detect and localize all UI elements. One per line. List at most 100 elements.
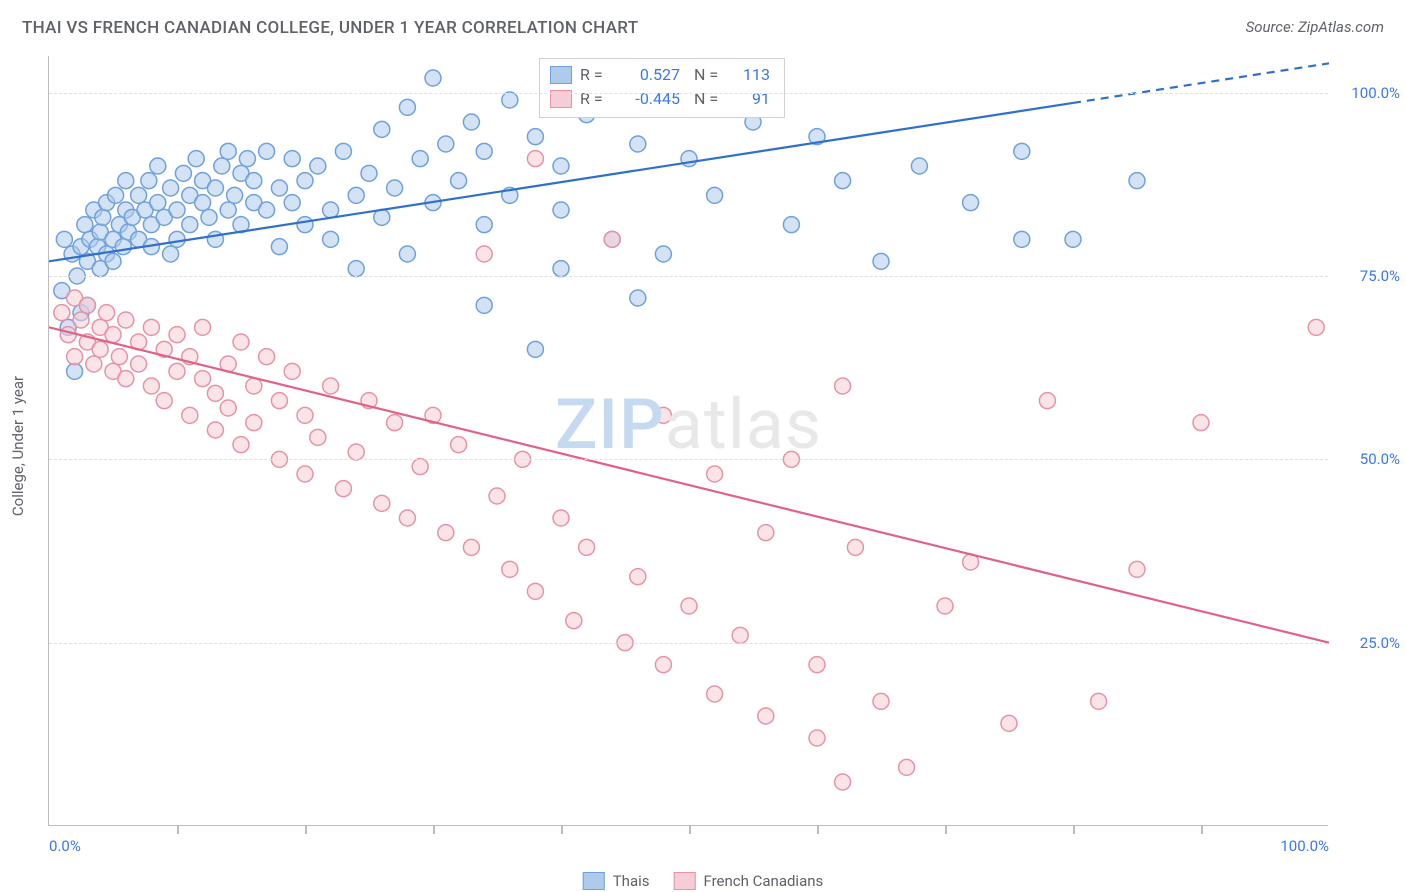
data-point [963, 195, 979, 211]
y-tick-label: 100.0% [1351, 84, 1400, 102]
data-point [527, 129, 543, 145]
legend-n-label: N = [694, 63, 724, 87]
legend-label: Thais [613, 872, 650, 890]
data-point [873, 693, 889, 709]
source-label: Source: ZipAtlas.com [1246, 18, 1384, 36]
legend-row: R = -0.445 N = 91 [550, 87, 770, 111]
data-point [108, 187, 124, 203]
x-tick [945, 825, 947, 834]
legend-item: Thais [583, 872, 650, 890]
data-point [335, 143, 351, 159]
data-point [335, 481, 351, 497]
chart-title: THAI VS FRENCH CANADIAN COLLEGE, UNDER 1… [22, 18, 638, 38]
data-point [527, 583, 543, 599]
legend-n-value: 91 [732, 87, 770, 111]
data-point [1091, 693, 1107, 709]
data-point [361, 165, 377, 181]
data-point [899, 759, 915, 775]
data-point [399, 510, 415, 526]
data-point [1014, 231, 1030, 247]
legend-r-label: R = [580, 87, 610, 111]
legend-swatch [673, 872, 695, 890]
data-point [195, 319, 211, 335]
data-point [143, 378, 159, 394]
data-point [259, 143, 275, 159]
data-point [239, 151, 255, 167]
data-point [207, 422, 223, 438]
x-tick-label: 100.0% [1280, 837, 1329, 855]
data-point [655, 407, 671, 423]
x-tick [817, 825, 819, 834]
data-point [163, 246, 179, 262]
chart-area: ZIPatlas R =0.527N =113R =-0.445N =91 25… [48, 56, 1328, 826]
data-point [297, 466, 313, 482]
gridline [49, 276, 1328, 277]
data-point [182, 217, 198, 233]
data-point [227, 187, 243, 203]
data-point [476, 297, 492, 313]
data-point [630, 290, 646, 306]
data-point [118, 173, 134, 189]
legend-r-label: R = [580, 63, 610, 87]
legend-r-value: -0.445 [618, 87, 680, 111]
data-point [284, 363, 300, 379]
data-point [169, 363, 185, 379]
data-point [399, 99, 415, 115]
data-point [1001, 715, 1017, 731]
data-point [835, 173, 851, 189]
trend-line-dashed [1073, 63, 1329, 103]
data-point [207, 385, 223, 401]
data-point [105, 253, 121, 269]
legend-label: French Canadians [703, 872, 823, 890]
legend-n-label: N = [694, 87, 724, 111]
data-point [835, 774, 851, 790]
data-point [118, 371, 134, 387]
data-point [259, 202, 275, 218]
data-point [463, 539, 479, 555]
data-point [758, 525, 774, 541]
data-point [105, 327, 121, 343]
data-point [131, 187, 147, 203]
data-point [297, 407, 313, 423]
y-tick-label: 75.0% [1360, 267, 1400, 285]
data-point [476, 143, 492, 159]
data-point [67, 363, 83, 379]
legend-swatch [583, 872, 605, 890]
data-point [214, 158, 230, 174]
data-point [188, 151, 204, 167]
data-point [732, 627, 748, 643]
data-point [476, 217, 492, 233]
data-point [182, 407, 198, 423]
data-point [707, 466, 723, 482]
data-point [220, 400, 236, 416]
data-point [323, 231, 339, 247]
data-point [655, 246, 671, 262]
data-point [489, 488, 505, 504]
trend-line [49, 327, 1329, 642]
data-point [438, 136, 454, 152]
data-point [150, 195, 166, 211]
data-point [233, 334, 249, 350]
legend-row: R =0.527N =113 [550, 63, 770, 87]
data-point [310, 158, 326, 174]
data-point [425, 70, 441, 86]
data-point [553, 158, 569, 174]
x-tick [1201, 825, 1203, 834]
data-point [271, 239, 287, 255]
data-point [374, 495, 390, 511]
data-point [1065, 231, 1081, 247]
data-point [323, 378, 339, 394]
data-point [95, 209, 111, 225]
data-point [681, 598, 697, 614]
data-point [297, 173, 313, 189]
data-point [809, 730, 825, 746]
data-point [67, 349, 83, 365]
data-point [201, 209, 217, 225]
data-point [374, 121, 390, 137]
data-point [195, 195, 211, 211]
data-point [630, 136, 646, 152]
data-point [835, 378, 851, 394]
data-point [911, 158, 927, 174]
data-point [111, 349, 127, 365]
data-point [246, 173, 262, 189]
